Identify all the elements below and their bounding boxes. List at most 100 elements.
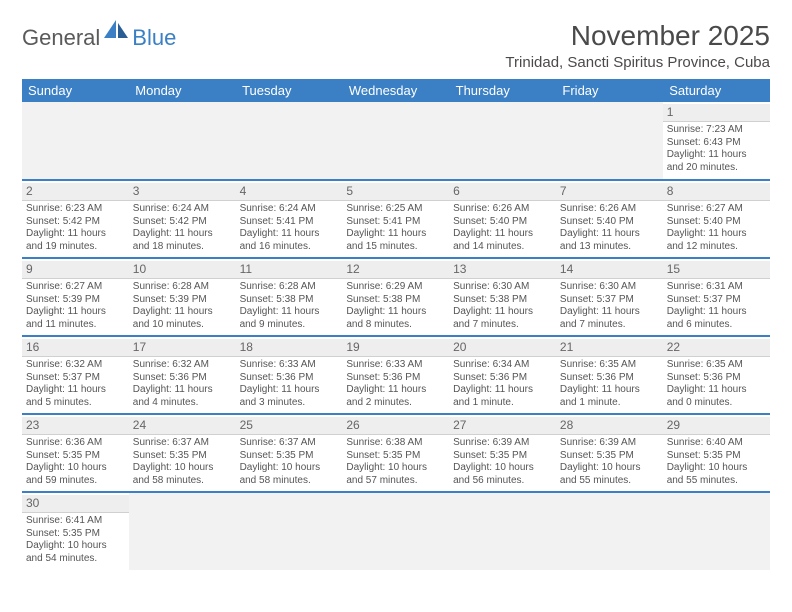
sunset-text: Sunset: 5:39 PM <box>26 294 125 307</box>
sunset-text: Sunset: 5:35 PM <box>346 450 445 463</box>
sunrise-text: Sunrise: 6:29 AM <box>346 281 445 294</box>
daylight-text: Daylight: 11 hours and 7 minutes. <box>560 306 659 331</box>
calendar-cell <box>663 492 770 570</box>
sunrise-text: Sunrise: 6:32 AM <box>26 359 125 372</box>
weekday-header: Wednesday <box>342 79 449 102</box>
calendar-cell: 1Sunrise: 7:23 AMSunset: 6:43 PMDaylight… <box>663 102 770 180</box>
day-number: 23 <box>22 417 129 435</box>
day-number: 13 <box>449 261 556 279</box>
day-number: 27 <box>449 417 556 435</box>
daylight-text: Daylight: 11 hours and 10 minutes. <box>133 306 232 331</box>
calendar-cell: 18Sunrise: 6:33 AMSunset: 5:36 PMDayligh… <box>236 336 343 414</box>
day-number: 25 <box>236 417 343 435</box>
daylight-text: Daylight: 10 hours and 58 minutes. <box>240 462 339 487</box>
sunrise-text: Sunrise: 7:23 AM <box>667 124 766 137</box>
calendar-cell: 14 Sunrise: 6:30 AMSunset: 5:37 PMDayligh… <box>556 258 663 336</box>
day-number: 3 <box>129 183 236 201</box>
day-number: 7 <box>556 183 663 201</box>
day-number: 19 <box>342 339 449 357</box>
sunset-text: Sunset: 5:40 PM <box>453 216 552 229</box>
sunset-text: Sunset: 5:35 PM <box>240 450 339 463</box>
day-number: 15 <box>663 261 770 279</box>
calendar-cell <box>342 492 449 570</box>
day-number: 21 <box>556 339 663 357</box>
sail-icon <box>104 20 130 45</box>
calendar-cell <box>236 492 343 570</box>
sunset-text: Sunset: 5:38 PM <box>346 294 445 307</box>
sunset-text: Sunset: 5:35 PM <box>453 450 552 463</box>
sunrise-text: Sunrise: 6:33 AM <box>240 359 339 372</box>
sunset-text: Sunset: 5:40 PM <box>560 216 659 229</box>
sunrise-text: Sunrise: 6:25 AM <box>346 203 445 216</box>
day-number: 6 <box>449 183 556 201</box>
calendar-cell: 15Sunrise: 6:31 AMSunset: 5:37 PMDayligh… <box>663 258 770 336</box>
logo-text-general: General <box>22 25 100 51</box>
day-number: 30 <box>22 495 129 513</box>
calendar-cell: 4Sunrise: 6:24 AMSunset: 5:41 PMDaylight… <box>236 180 343 258</box>
day-number: 4 <box>236 183 343 201</box>
sunset-text: Sunset: 5:41 PM <box>346 216 445 229</box>
weekday-header: Sunday <box>22 79 129 102</box>
sunset-text: Sunset: 5:36 PM <box>667 372 766 385</box>
calendar-cell <box>236 102 343 180</box>
calendar-cell: 12Sunrise: 6:29 AMSunset: 5:38 PMDayligh… <box>342 258 449 336</box>
daylight-text: Daylight: 11 hours and 1 minute. <box>453 384 552 409</box>
sunrise-text: Sunrise: 6:40 AM <box>667 437 766 450</box>
title-block: November 2025 Trinidad, Sancti Spiritus … <box>505 20 770 71</box>
sunrise-text: Sunrise: 6:27 AM <box>667 203 766 216</box>
calendar-cell: 7Sunrise: 6:26 AMSunset: 5:40 PMDaylight… <box>556 180 663 258</box>
calendar-cell: 21Sunrise: 6:35 AMSunset: 5:36 PMDayligh… <box>556 336 663 414</box>
logo: General Blue <box>22 20 176 51</box>
sunrise-text: Sunrise: 6:35 AM <box>560 359 659 372</box>
calendar-cell <box>129 492 236 570</box>
day-number: 26 <box>342 417 449 435</box>
daylight-text: Daylight: 11 hours and 6 minutes. <box>667 306 766 331</box>
day-number: 9 <box>22 261 129 279</box>
daylight-text: Daylight: 10 hours and 58 minutes. <box>133 462 232 487</box>
day-number: 14 <box>556 261 663 279</box>
weekday-header: Friday <box>556 79 663 102</box>
calendar-cell: 30 Sunrise: 6:41 AMSunset: 5:35 PMDayligh… <box>22 492 129 570</box>
calendar-cell: 26Sunrise: 6:38 AMSunset: 5:35 PMDayligh… <box>342 414 449 492</box>
sunset-text: Sunset: 5:36 PM <box>133 372 232 385</box>
sunrise-text: Sunrise: 6:35 AM <box>667 359 766 372</box>
calendar-cell <box>556 492 663 570</box>
daylight-text: Daylight: 11 hours and 5 minutes. <box>26 384 125 409</box>
page-title: November 2025 <box>505 20 770 52</box>
daylight-text: Daylight: 10 hours and 54 minutes. <box>26 540 125 565</box>
weekday-header: Saturday <box>663 79 770 102</box>
sunset-text: Sunset: 5:37 PM <box>560 294 659 307</box>
calendar-table: SundayMondayTuesdayWednesdayThursdayFrid… <box>22 79 770 570</box>
sunrise-text: Sunrise: 6:37 AM <box>240 437 339 450</box>
daylight-text: Daylight: 11 hours and 8 minutes. <box>346 306 445 331</box>
calendar-cell: 8Sunrise: 6:27 AMSunset: 5:40 PMDaylight… <box>663 180 770 258</box>
sunrise-text: Sunrise: 6:41 AM <box>26 515 125 528</box>
sunrise-text: Sunrise: 6:26 AM <box>560 203 659 216</box>
sunset-text: Sunset: 5:37 PM <box>26 372 125 385</box>
daylight-text: Daylight: 11 hours and 20 minutes. <box>667 149 766 174</box>
calendar-cell: 25 Sunrise: 6:37 AMSunset: 5:35 PMDayligh… <box>236 414 343 492</box>
daylight-text: Daylight: 10 hours and 56 minutes. <box>453 462 552 487</box>
sunrise-text: Sunrise: 6:30 AM <box>560 281 659 294</box>
daylight-text: Daylight: 11 hours and 19 minutes. <box>26 228 125 253</box>
daylight-text: Daylight: 11 hours and 9 minutes. <box>240 306 339 331</box>
calendar-cell: 23Sunrise: 6:36 AMSunset: 5:35 PMDayligh… <box>22 414 129 492</box>
day-number: 16 <box>22 339 129 357</box>
sunset-text: Sunset: 5:35 PM <box>26 528 125 541</box>
calendar-cell: 13Sunrise: 6:30 AMSunset: 5:38 PMDayligh… <box>449 258 556 336</box>
sunrise-text: Sunrise: 6:39 AM <box>453 437 552 450</box>
day-number: 29 <box>663 417 770 435</box>
daylight-text: Daylight: 11 hours and 0 minutes. <box>667 384 766 409</box>
calendar-cell <box>449 102 556 180</box>
sunrise-text: Sunrise: 6:31 AM <box>667 281 766 294</box>
daylight-text: Daylight: 11 hours and 16 minutes. <box>240 228 339 253</box>
day-number: 5 <box>342 183 449 201</box>
calendar-cell <box>22 102 129 180</box>
sunrise-text: Sunrise: 6:26 AM <box>453 203 552 216</box>
sunset-text: Sunset: 5:36 PM <box>240 372 339 385</box>
weekday-header: Monday <box>129 79 236 102</box>
sunrise-text: Sunrise: 6:28 AM <box>133 281 232 294</box>
sunset-text: Sunset: 5:35 PM <box>26 450 125 463</box>
calendar-cell: 3Sunrise: 6:24 AMSunset: 5:42 PMDaylight… <box>129 180 236 258</box>
daylight-text: Daylight: 10 hours and 55 minutes. <box>560 462 659 487</box>
